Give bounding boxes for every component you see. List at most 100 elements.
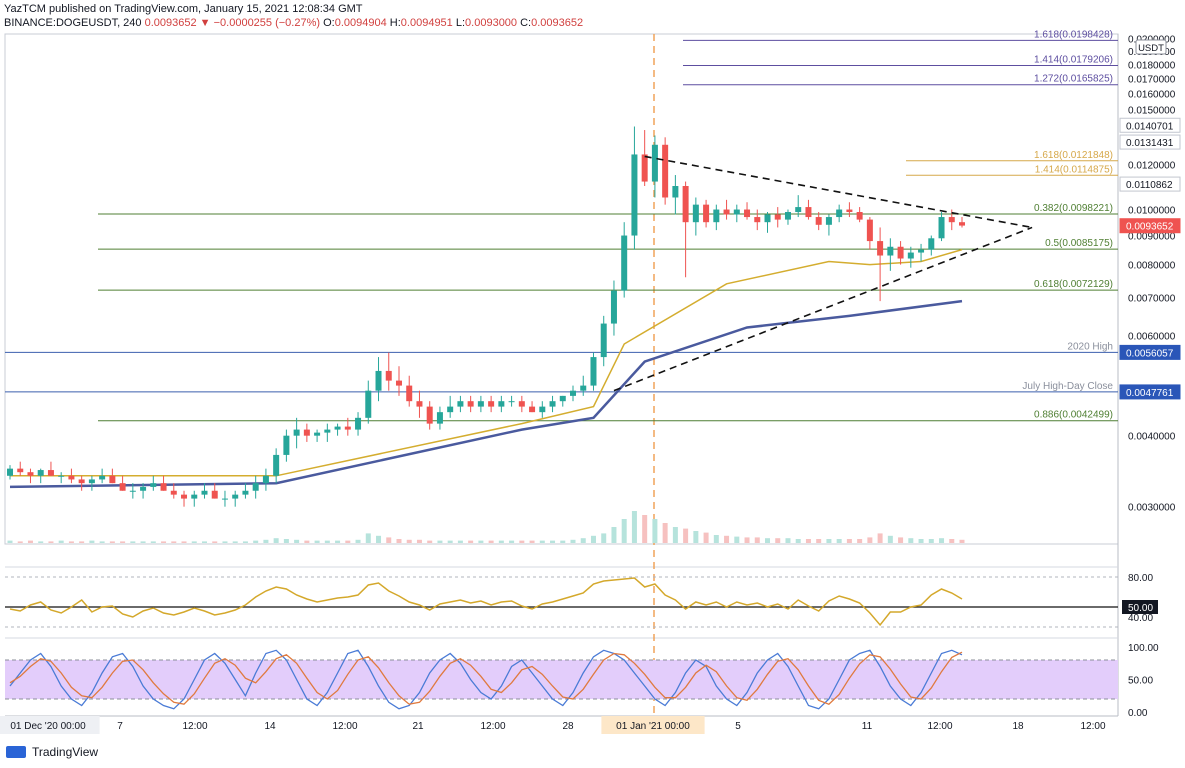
candle-body bbox=[314, 432, 321, 436]
price-tag bbox=[1119, 117, 1181, 133]
volume-bar bbox=[365, 533, 371, 543]
volume-bar bbox=[38, 541, 44, 543]
rsi-axis-label: 50.00 bbox=[1128, 603, 1153, 614]
volume-bar bbox=[48, 541, 54, 543]
symbol-info: BINANCE:DOGEUSDT, 240 0.0093652 ▼ −0.000… bbox=[4, 16, 583, 30]
candle-body bbox=[948, 217, 955, 223]
price-axis-label: 0.0080000 bbox=[1128, 261, 1176, 272]
time-axis-label: 01 Jan '21 00:00 bbox=[616, 721, 690, 732]
candle-body bbox=[129, 490, 136, 492]
volume-bar bbox=[939, 538, 945, 543]
volume-bar bbox=[590, 535, 596, 543]
volume-bar bbox=[713, 535, 719, 543]
volume-bar bbox=[191, 541, 197, 543]
price-axis-label: 0.0040000 bbox=[1128, 432, 1176, 443]
price-tag bbox=[1119, 218, 1181, 234]
volume-bar bbox=[437, 540, 443, 543]
symbol-name: BINANCE:DOGEUSDT, 240 bbox=[4, 17, 142, 29]
fib-level-label: 1.618(0.0198428) bbox=[1034, 29, 1113, 40]
volume-bar bbox=[416, 539, 422, 543]
fib-level-label: 0.618(0.0072129) bbox=[1034, 279, 1113, 290]
currency-badge[interactable] bbox=[1135, 39, 1167, 55]
candle-body bbox=[610, 290, 617, 324]
high-label: H: bbox=[389, 17, 401, 29]
price-axis-label: 0.0090000 bbox=[1128, 232, 1176, 243]
volume-bar bbox=[580, 538, 586, 543]
time-axis-label: 01 Dec '20 00:00 bbox=[10, 721, 86, 732]
candle-body bbox=[549, 401, 556, 407]
candle-body bbox=[733, 209, 740, 215]
volume-bar bbox=[662, 523, 668, 543]
candle-body bbox=[467, 401, 474, 407]
volume-bar bbox=[836, 539, 842, 543]
candle-body bbox=[47, 470, 54, 476]
volume-bar bbox=[611, 527, 617, 543]
candle-body bbox=[447, 406, 454, 413]
candle-body bbox=[324, 429, 331, 433]
volume-bar bbox=[17, 541, 23, 543]
volume-bar bbox=[212, 541, 218, 543]
chart-area[interactable]: 1.618(0.0198428) 1.414(0.0179206) 1.272(0.… bbox=[0, 0, 1185, 742]
candle-body bbox=[395, 380, 402, 386]
price-tag-label: 0.0047761 bbox=[1126, 388, 1174, 399]
candle-body bbox=[355, 417, 362, 430]
candle-body bbox=[672, 186, 679, 198]
volume-bar bbox=[181, 541, 187, 543]
price-tag-label: 0.0093652 bbox=[1126, 222, 1174, 233]
candle-body bbox=[7, 468, 13, 476]
volume-bar bbox=[386, 537, 392, 543]
candle-body bbox=[140, 486, 147, 491]
time-axis-tag bbox=[0, 716, 100, 734]
stoch-k-line bbox=[9, 649, 963, 710]
volume-bar bbox=[560, 540, 566, 543]
candle-body bbox=[170, 490, 177, 495]
candle-body bbox=[58, 475, 65, 477]
tradingview-logo-icon bbox=[6, 746, 26, 758]
candle-body bbox=[78, 479, 85, 484]
volume-bar bbox=[273, 538, 279, 543]
candle-body bbox=[109, 475, 116, 484]
candle-body bbox=[938, 217, 945, 239]
time-axis-label: 12:00 bbox=[480, 721, 505, 732]
candle-body bbox=[815, 217, 822, 225]
time-axis-label: 11 bbox=[862, 721, 873, 732]
price-tag bbox=[1119, 176, 1181, 192]
time-axis-tag bbox=[601, 716, 705, 734]
volume-bar bbox=[7, 540, 13, 543]
fib-level-label: 2020 High bbox=[1067, 341, 1113, 352]
stoch-axis-label: 0.00 bbox=[1128, 708, 1148, 719]
candle-body bbox=[27, 472, 34, 476]
footer-brand[interactable]: TradingView bbox=[6, 745, 98, 759]
brand-name: TradingView bbox=[32, 745, 99, 759]
volume-bar bbox=[109, 541, 115, 543]
volume-bar bbox=[949, 539, 955, 543]
candle-body bbox=[252, 483, 259, 491]
rsi-value-tag bbox=[1122, 600, 1158, 614]
rsi-line bbox=[9, 577, 963, 627]
volume-bar bbox=[959, 539, 965, 543]
candle-body bbox=[498, 401, 505, 407]
volume-bar bbox=[263, 539, 269, 543]
candle-body bbox=[877, 241, 884, 256]
ema-long-line bbox=[9, 299, 963, 489]
price-pane-border bbox=[4, 33, 1119, 545]
candle-body bbox=[293, 429, 300, 436]
candle-body bbox=[754, 217, 761, 223]
fib-level-label: 1.414(0.0179206) bbox=[1034, 55, 1113, 66]
candle-body bbox=[570, 390, 577, 396]
candle-body bbox=[457, 401, 464, 407]
candle-body bbox=[662, 144, 669, 198]
volume-bar bbox=[867, 537, 873, 543]
price-axis-label: 0.0070000 bbox=[1128, 294, 1176, 305]
price-axis-label: 0.0120000 bbox=[1128, 161, 1176, 172]
rsi-axis-label: 40.00 bbox=[1128, 613, 1153, 624]
stoch-axis-label: 100.00 bbox=[1128, 643, 1159, 654]
candle-body bbox=[907, 252, 914, 259]
open-value: 0.0094904 bbox=[334, 17, 387, 29]
volume-bar bbox=[120, 541, 126, 543]
candle-body bbox=[641, 154, 648, 182]
open-label: O: bbox=[323, 17, 335, 29]
volume-bar bbox=[89, 540, 95, 543]
volume-bar bbox=[232, 541, 238, 543]
candle-body bbox=[621, 235, 628, 291]
